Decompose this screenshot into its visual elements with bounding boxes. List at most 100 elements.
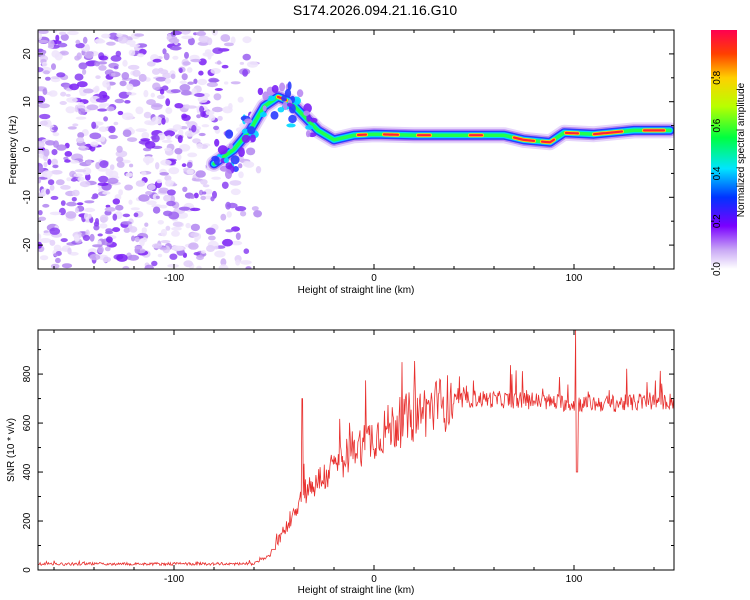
noise-blob xyxy=(185,222,191,229)
noise-blob xyxy=(49,239,56,246)
noise-blob xyxy=(193,252,201,256)
noise-blob xyxy=(162,48,167,55)
noise-blob xyxy=(229,180,242,186)
noise-blob xyxy=(95,98,108,103)
noise-blob xyxy=(60,91,67,97)
noise-blob xyxy=(165,98,171,107)
noise-blob xyxy=(108,32,119,40)
noise-blob xyxy=(125,39,136,46)
noise-blob xyxy=(138,194,150,202)
noise-blob xyxy=(74,207,79,214)
noise-blob xyxy=(108,125,116,134)
noise-blob xyxy=(171,226,182,231)
noise-blob xyxy=(156,179,162,184)
noise-blob xyxy=(69,251,79,256)
y-tick-label: 600 xyxy=(22,414,33,431)
noise-blob xyxy=(160,240,171,244)
noise-blob xyxy=(43,161,48,168)
noise-blob xyxy=(97,233,103,237)
noise-blob xyxy=(151,134,160,143)
noise-blob xyxy=(54,52,63,61)
noise-blob xyxy=(113,65,119,70)
transition-blob xyxy=(270,111,279,120)
noise-blob xyxy=(73,173,83,178)
noise-blob xyxy=(182,186,188,192)
y-tick-label: 200 xyxy=(22,512,33,529)
noise-blob xyxy=(240,210,247,217)
noise-blob xyxy=(106,236,113,243)
transition-blob xyxy=(271,85,279,93)
noise-blob xyxy=(165,225,171,231)
noise-blob xyxy=(205,227,216,235)
noise-blob xyxy=(51,63,56,70)
noise-blob xyxy=(146,99,156,106)
noise-blob xyxy=(210,196,215,202)
noise-blob xyxy=(95,75,101,79)
noise-blob xyxy=(243,248,250,254)
noise-blob xyxy=(41,170,53,178)
noise-blob xyxy=(101,33,111,39)
noise-blob xyxy=(92,244,103,248)
noise-blob xyxy=(47,158,52,165)
noise-blob xyxy=(130,207,140,211)
spectrogram-ridge xyxy=(206,81,674,180)
noise-blob xyxy=(245,266,252,269)
noise-blob xyxy=(187,37,195,46)
noise-blob xyxy=(152,68,161,75)
noise-blob xyxy=(186,67,193,73)
noise-blob xyxy=(108,134,118,140)
noise-blob xyxy=(164,117,169,123)
noise-blob xyxy=(172,221,183,227)
noise-blob xyxy=(50,195,59,200)
noise-blob xyxy=(85,173,91,181)
ridge-hot-red xyxy=(512,136,536,142)
noise-blob xyxy=(141,171,147,176)
noise-blob xyxy=(82,36,88,44)
noise-blob xyxy=(127,254,140,261)
transition-blob xyxy=(262,91,269,101)
y-tick-label: 0 xyxy=(22,567,33,573)
noise-blob xyxy=(160,228,168,237)
noise-blob xyxy=(198,189,204,196)
noise-blob xyxy=(127,64,140,70)
transition-blob xyxy=(217,145,228,155)
noise-blob xyxy=(49,227,61,235)
noise-blob xyxy=(170,89,181,94)
noise-blob xyxy=(220,34,231,42)
noise-blob xyxy=(244,161,255,168)
transition-blob xyxy=(257,87,264,96)
noise-blob xyxy=(94,85,100,93)
snr-panel: -100 0 100 0 200 400 600 800 Height of straigh… xyxy=(6,329,675,596)
transition-blob xyxy=(277,107,285,113)
noise-blob xyxy=(38,178,42,184)
noise-blob xyxy=(193,78,198,85)
noise-blob xyxy=(114,98,125,104)
noise-blob xyxy=(159,204,168,209)
noise-blob xyxy=(122,59,128,67)
noise-blob xyxy=(246,61,259,68)
noise-blob xyxy=(181,163,187,168)
noise-blob xyxy=(45,140,56,146)
transition-blob xyxy=(286,123,296,128)
noise-blob xyxy=(200,179,208,185)
noise-blob xyxy=(41,61,48,67)
noise-blob xyxy=(212,47,224,54)
noise-blob xyxy=(55,257,61,264)
noise-blob xyxy=(74,104,79,113)
noise-blob xyxy=(186,169,194,175)
transition-blob xyxy=(259,111,267,118)
transition-blob xyxy=(305,130,311,138)
noise-blob xyxy=(169,46,182,51)
noise-blob xyxy=(42,88,48,95)
noise-blob xyxy=(77,132,85,139)
noise-blob xyxy=(106,41,116,46)
noise-blob xyxy=(213,93,222,101)
noise-blob xyxy=(161,117,166,125)
noise-blob xyxy=(184,104,191,109)
noise-blob xyxy=(118,189,123,196)
noise-blob xyxy=(235,232,241,240)
noise-blob xyxy=(152,206,161,214)
x-tick-label: -100 xyxy=(164,574,184,585)
transition-blob xyxy=(242,128,249,134)
noise-blob xyxy=(97,246,104,254)
